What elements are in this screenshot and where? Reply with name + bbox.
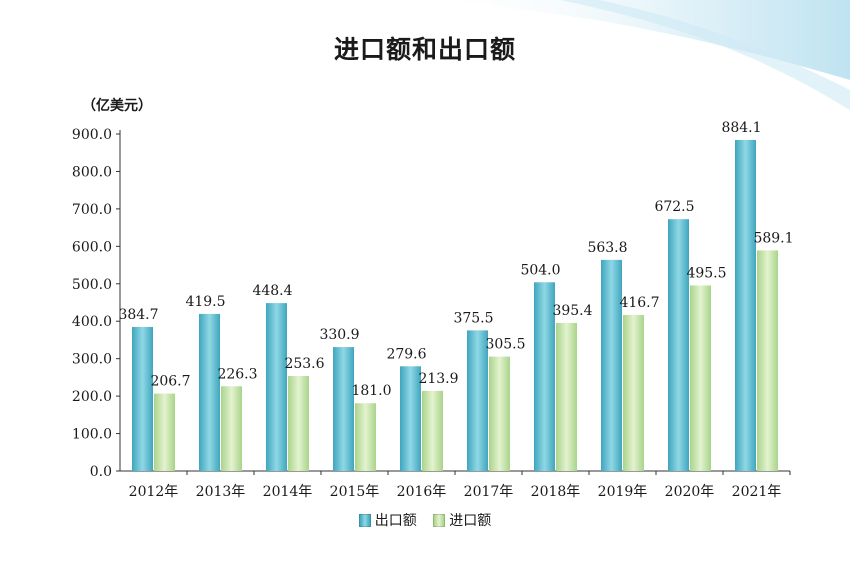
bar-import — [556, 322, 577, 471]
y-tick-label: 100.0 — [72, 427, 112, 443]
data-label-export: 419.5 — [185, 294, 225, 310]
y-tick-label: 500.0 — [72, 277, 112, 293]
bar-export — [400, 366, 421, 471]
bar-import — [154, 393, 175, 471]
bar-import — [690, 285, 711, 471]
bar-export — [132, 326, 153, 471]
data-label-import: 416.7 — [619, 295, 659, 311]
bar-export — [668, 219, 689, 471]
legend-label-export: 出口额 — [374, 513, 417, 529]
bar-export — [266, 303, 287, 471]
y-tick-label: 300.0 — [72, 352, 112, 368]
data-label-import: 305.5 — [485, 337, 525, 353]
legend-item-export: 出口额 — [358, 510, 417, 530]
y-tick-label: 600.0 — [72, 239, 112, 255]
data-label-import: 181.0 — [351, 383, 391, 399]
chart-title: 进口额和出口额 — [333, 35, 516, 64]
data-label-export: 672.5 — [654, 199, 694, 215]
y-tick-label: 200.0 — [72, 389, 112, 405]
x-tick-label: 2015年 — [330, 484, 380, 500]
y-tick-label: 800.0 — [72, 164, 112, 180]
x-tick-label: 2017年 — [464, 484, 514, 500]
y-tick-label: 700.0 — [72, 202, 112, 218]
bar-export — [199, 313, 220, 471]
data-label-import: 226.3 — [217, 366, 257, 382]
x-tick-label: 2014年 — [263, 484, 313, 500]
x-tick-label: 2013年 — [196, 484, 246, 500]
data-label-export: 884.1 — [721, 120, 761, 136]
x-tick-label: 2016年 — [397, 484, 447, 500]
bar-import — [355, 403, 376, 471]
bar-import — [422, 390, 443, 471]
bar-import — [288, 376, 309, 471]
data-label-import: 395.4 — [552, 303, 592, 319]
y-tick-label: 0.0 — [90, 464, 112, 480]
bar-export — [735, 139, 756, 471]
x-tick-label: 2020年 — [665, 484, 715, 500]
legend-swatch-import — [433, 513, 446, 527]
data-label-import: 253.6 — [284, 356, 324, 372]
bar-import — [757, 250, 778, 471]
legend-item-import: 进口额 — [433, 510, 491, 530]
data-label-import: 206.7 — [150, 374, 190, 390]
data-label-export: 448.4 — [252, 283, 292, 299]
bar-export — [467, 330, 488, 471]
x-tick-label: 2018年 — [531, 484, 581, 500]
bar-import — [489, 356, 510, 471]
legend-swatch-export — [358, 513, 371, 527]
bar-export — [333, 347, 354, 471]
x-tick-label: 2021年 — [732, 484, 782, 500]
data-label-export: 330.9 — [319, 327, 359, 343]
x-tick-label: 2019年 — [598, 484, 648, 500]
unit-label: （亿美元） — [82, 98, 152, 114]
legend-label-import: 进口额 — [449, 513, 492, 529]
y-tick-label: 900.0 — [72, 127, 112, 143]
x-tick-label: 2012年 — [129, 484, 179, 500]
data-label-export: 563.8 — [587, 240, 627, 256]
data-label-export: 384.7 — [118, 307, 158, 323]
bar-import — [221, 386, 242, 471]
bar-import — [623, 314, 644, 471]
data-label-import: 589.1 — [753, 230, 793, 246]
data-label-export: 375.5 — [453, 310, 493, 326]
bar-export — [601, 259, 622, 471]
data-label-import: 213.9 — [418, 371, 458, 387]
y-tick-label: 400.0 — [72, 314, 112, 330]
data-label-export: 504.0 — [520, 262, 560, 278]
data-label-import: 495.5 — [686, 265, 726, 281]
legend: 出口额 进口额 — [0, 510, 850, 531]
data-label-export: 279.6 — [386, 346, 426, 362]
bar-export — [534, 282, 555, 471]
